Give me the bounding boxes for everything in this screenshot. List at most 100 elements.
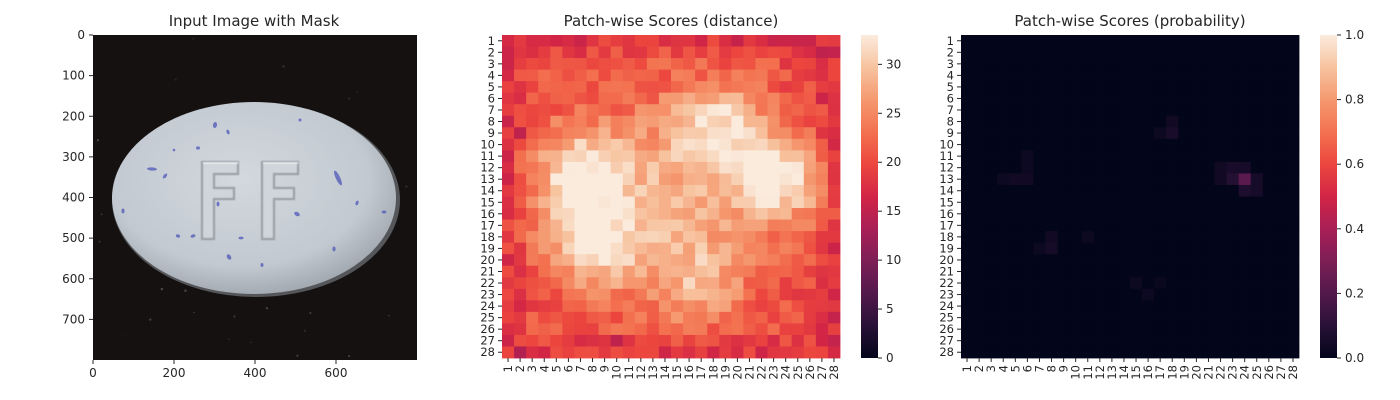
heatmap-cell: [586, 115, 599, 128]
heatmap-cell: [1033, 300, 1046, 313]
heatmap-cell: [526, 104, 539, 117]
heatmap-cell: [1226, 69, 1240, 82]
heatmap-cell: [719, 300, 732, 313]
heatmap-cell: [1226, 35, 1240, 47]
heatmap-cell: [610, 288, 624, 301]
heatmap-cell: [767, 92, 781, 105]
heatmap-cell: [791, 346, 805, 359]
heatmap-cell: [985, 334, 998, 347]
heatmap-cell: [622, 127, 636, 140]
heatmap-cell: [550, 104, 563, 117]
heatmap-cell: [1021, 161, 1034, 174]
heatmap-cell: [502, 242, 515, 255]
heatmap-cell: [791, 104, 805, 117]
heatmap-cell: [815, 311, 829, 324]
heatmap-cell: [1142, 219, 1155, 232]
heatmap-cell: [695, 104, 708, 117]
heatmap-cell: [1117, 334, 1131, 347]
heatmap-cell: [1117, 104, 1131, 117]
heatmap-cell: [1226, 346, 1240, 359]
heatmap-cell: [1021, 311, 1034, 324]
heatmap-cell: [1093, 92, 1107, 105]
heatmap-cell: [1214, 104, 1227, 117]
heatmap-cell: [1262, 242, 1276, 255]
heatmap-cell: [695, 265, 708, 278]
heatmap-cell: [1202, 231, 1215, 244]
heatmap-x-tick-label: 25: [791, 365, 805, 380]
heatmap-cell: [683, 69, 696, 82]
heatmap-cell: [622, 334, 636, 347]
heatmap-y-tick-label: 17: [939, 218, 954, 232]
heatmap-cell: [1190, 334, 1203, 347]
heatmap-cell: [671, 219, 684, 232]
heatmap-cell: [803, 46, 817, 59]
heatmap-cell: [502, 92, 515, 105]
heatmap-cell: [803, 104, 817, 117]
heatmap-cell: [574, 35, 587, 47]
heatmap-cell: [658, 173, 672, 186]
heatmap-cell: [1057, 288, 1071, 301]
heatmap-cell: [1226, 208, 1240, 220]
heatmap-cell: [538, 81, 551, 94]
heatmap-cell: [1117, 69, 1131, 82]
heatmap-cell: [610, 35, 624, 47]
heatmap-cell: [502, 277, 515, 290]
heatmap-cell: [755, 69, 768, 82]
heatmap-cell: [1214, 265, 1227, 278]
heatmap-cell: [1274, 81, 1288, 94]
heatmap-cell: [815, 173, 829, 186]
heatmap-cell: [538, 46, 551, 59]
heatmap-cell: [1190, 150, 1203, 163]
colorbar-tick-label: 0.4: [1345, 222, 1364, 236]
heatmap-cell: [695, 254, 708, 267]
heatmap-cell: [502, 69, 515, 82]
heatmap-cell: [767, 242, 781, 255]
heatmap-cell: [1105, 81, 1119, 94]
heatmap-cell: [1117, 219, 1131, 232]
heatmap-cell: [1178, 196, 1191, 209]
noise-speck: [96, 139, 100, 142]
heatmap-cell: [1093, 138, 1107, 151]
heatmap-cell: [1250, 184, 1264, 197]
heatmap-cell: [1021, 288, 1034, 301]
heatmap-cell: [1202, 334, 1215, 347]
heatmap-cell: [973, 311, 986, 324]
heatmap-cell: [1142, 92, 1155, 105]
heatmap-cell: [755, 196, 768, 209]
heatmap-cell: [803, 334, 817, 347]
heatmap-cell: [514, 81, 527, 94]
heatmap-cell: [791, 254, 805, 267]
heatmap-cell: [1274, 334, 1288, 347]
heatmap-cell: [1142, 69, 1155, 82]
heatmap-cell: [658, 196, 672, 209]
heatmap-cell: [1033, 161, 1046, 174]
heatmap-cell: [1105, 58, 1119, 71]
heatmap-cell: [743, 196, 756, 209]
heatmap-cell: [622, 81, 636, 94]
heatmap-cell: [1154, 173, 1167, 186]
heatmap-cell: [1130, 127, 1143, 140]
heatmap-cell: [646, 242, 660, 255]
heatmap-cell: [658, 58, 672, 71]
heatmap-cell: [1190, 35, 1203, 47]
heatmap-cell: [1081, 300, 1095, 313]
heatmap-cell: [1262, 127, 1276, 140]
heatmap-cell: [526, 127, 539, 140]
heatmap-cell: [1069, 69, 1083, 82]
heatmap-cell: [985, 173, 998, 186]
heatmap-cell: [658, 334, 672, 347]
heatmap-cell: [1117, 208, 1131, 220]
heatmap-x-tick-label: 3: [525, 365, 539, 372]
heatmap-y-tick-label: 19: [939, 241, 954, 255]
heatmap-cell: [973, 58, 986, 71]
heatmap-cell: [707, 219, 720, 232]
heatmap-cell: [562, 300, 575, 313]
heatmap-cell: [1214, 58, 1227, 71]
heatmap-cell: [1130, 288, 1143, 301]
heatmap-x-tick-label: 4: [996, 365, 1010, 372]
heatmap-cell: [1238, 265, 1252, 278]
heatmap-cell: [1093, 346, 1107, 359]
heatmap-cell: [671, 265, 684, 278]
heatmap-cell: [1081, 115, 1095, 128]
heatmap-cell: [961, 288, 974, 301]
